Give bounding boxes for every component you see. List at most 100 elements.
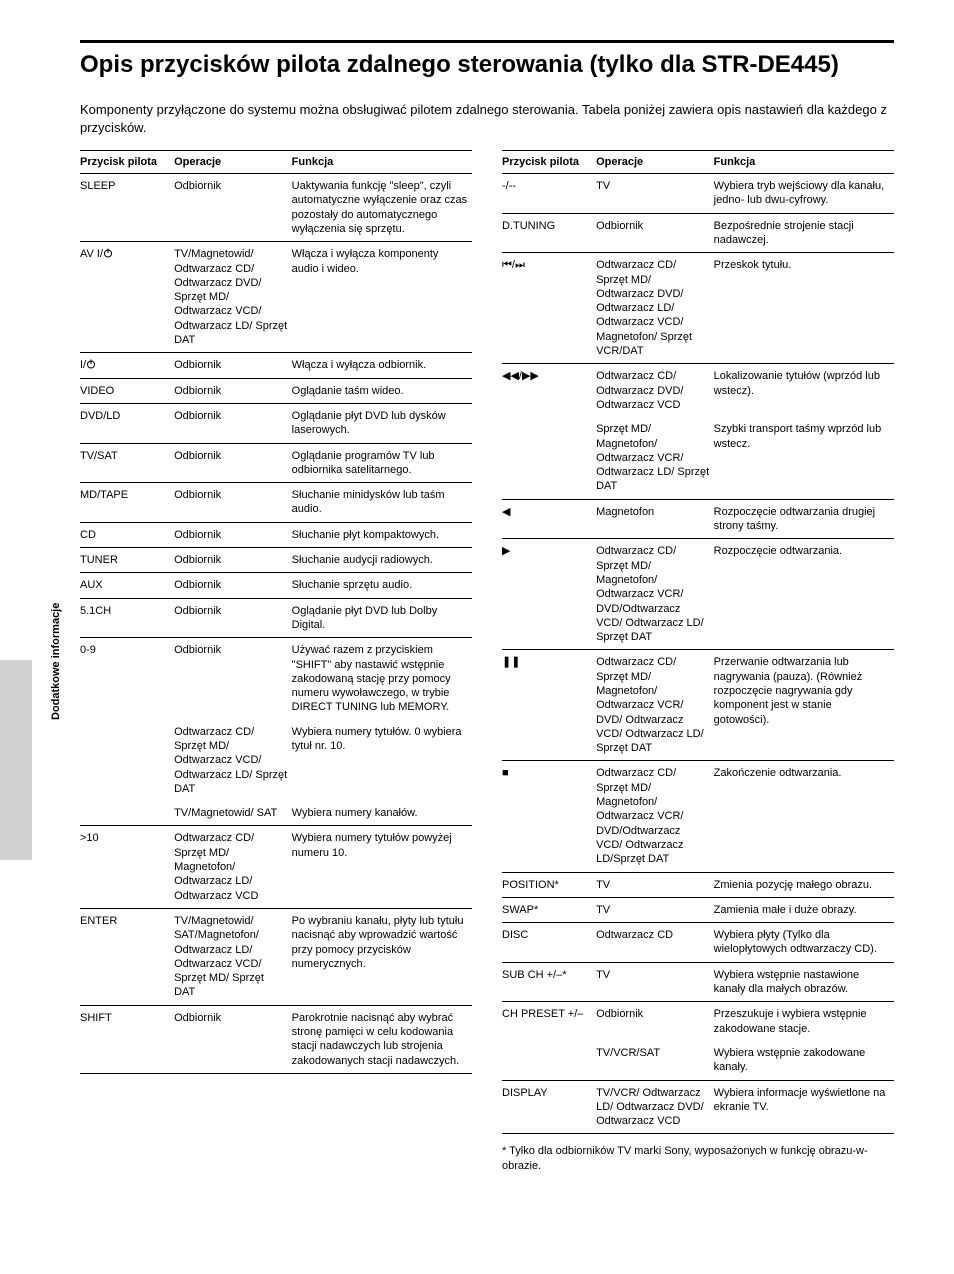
cell-operations: Odtwarzacz CD/ Sprzęt MD/ Odtwarzacz VCD… <box>174 720 292 801</box>
cell-function: Oglądanie płyt DVD lub Dolby Digital. <box>292 598 472 638</box>
left-table: Przycisk pilota Operacje Funkcja SLEEPOd… <box>80 150 472 1074</box>
header-function: Funkcja <box>714 151 894 174</box>
table-row: SWAP*TVZamienia małe i duże obrazy. <box>502 897 894 922</box>
cell-function: Zakończenie odtwarzania. <box>714 761 894 872</box>
cell-operations: Odbiornik <box>174 443 292 483</box>
page-title: Opis przycisków pilota zdalnego sterowan… <box>80 51 894 79</box>
cell-operations: Odbiornik <box>174 598 292 638</box>
cell-button: -/-- <box>502 174 596 214</box>
cell-operations: TV <box>596 897 714 922</box>
cell-button: ENTER <box>80 908 174 1005</box>
cell-function: Włącza i wyłącza komponenty audio i wide… <box>292 242 472 353</box>
cell-function: Wybiera informacje wyświetlone na ekrani… <box>714 1080 894 1134</box>
right-table: Przycisk pilota Operacje Funkcja -/--TVW… <box>502 150 894 1134</box>
cell-function: Przerwanie odtwarzania lub nagrywania (p… <box>714 650 894 761</box>
cell-function: Wybiera numery tytułów. 0 wybiera tytuł … <box>292 720 472 801</box>
cell-button: 0-9 <box>80 638 174 720</box>
cell-operations: Sprzęt MD/ Magnetofon/ Odtwarzacz VCR/ O… <box>596 417 714 499</box>
table-row: SUB CH +/–*TVWybiera wstępnie nastawione… <box>502 962 894 1002</box>
table-row: DISCOdtwarzacz CDWybiera płyty (Tylko dl… <box>502 923 894 963</box>
cell-function: Wybiera numery kanałów. <box>292 801 472 826</box>
cell-function: Parokrotnie nacisnąć aby wybrać stronę p… <box>292 1005 472 1073</box>
cell-button: D.TUNING <box>502 213 596 253</box>
cell-operations: Odbiornik <box>174 483 292 523</box>
cell-operations: Odbiornik <box>174 548 292 573</box>
cell-function: Zamienia małe i duże obrazy. <box>714 897 894 922</box>
cell-function: Uaktywania funkcję "sleep", czyli automa… <box>292 174 472 242</box>
side-label: Dodatkowe informacje <box>50 603 62 720</box>
cell-button: TV/SAT <box>80 443 174 483</box>
table-row: >10Odtwarzacz CD/ Sprzęt MD/ Magnetofon/… <box>80 826 472 908</box>
cell-button: CD <box>80 522 174 547</box>
cell-button <box>502 1041 596 1080</box>
cell-operations: Odbiornik <box>174 638 292 720</box>
cell-operations: Odtwarzacz CD <box>596 923 714 963</box>
cell-button: SUB CH +/–* <box>502 962 596 1002</box>
cell-operations: TV <box>596 962 714 1002</box>
cell-button: DVD/LD <box>80 403 174 443</box>
cell-button: VIDEO <box>80 378 174 403</box>
cell-function: Wybiera numery tytułów powyżej numeru 10… <box>292 826 472 908</box>
table-row: TV/VCR/SATWybiera wstępnie zakodowane ka… <box>502 1041 894 1080</box>
table-row: SHIFTOdbiornikParokrotnie nacisnąć aby w… <box>80 1005 472 1073</box>
cell-button: TUNER <box>80 548 174 573</box>
cell-button: 5.1CH <box>80 598 174 638</box>
cell-operations: Odbiornik <box>174 353 292 378</box>
cell-operations: TV/Magnetowid/ Odtwarzacz CD/ Odtwarzacz… <box>174 242 292 353</box>
cell-operations: Odbiornik <box>174 573 292 598</box>
header-button: Przycisk pilota <box>502 151 596 174</box>
cell-operations: Odtwarzacz CD/ Sprzęt MD/ Odtwarzacz DVD… <box>596 253 714 364</box>
table-row: D.TUNINGOdbiornikBezpośrednie strojenie … <box>502 213 894 253</box>
cell-function: Wybiera wstępnie zakodowane kanały. <box>714 1041 894 1080</box>
cell-button: SWAP* <box>502 897 596 922</box>
table-row: Sprzęt MD/ Magnetofon/ Odtwarzacz VCR/ O… <box>502 417 894 499</box>
table-row: ◀MagnetofonRozpoczęcie odtwarzania drugi… <box>502 499 894 539</box>
cell-button: ▶ <box>502 539 596 650</box>
table-row: AV I/TV/Magnetowid/ Odtwarzacz CD/ Odtwa… <box>80 242 472 353</box>
cell-function: Bezpośrednie strojenie stacji nadawczej. <box>714 213 894 253</box>
cell-button: AV I/ <box>80 242 174 353</box>
cell-operations: Magnetofon <box>596 499 714 539</box>
cell-button <box>502 417 596 499</box>
columns-wrapper: Przycisk pilota Operacje Funkcja SLEEPOd… <box>80 150 894 1173</box>
table-row: VIDEOOdbiornikOglądanie taśm wideo. <box>80 378 472 403</box>
cell-operations: TV/Magnetowid/ SAT/Magnetofon/ Odtwarzac… <box>174 908 292 1005</box>
table-row: 0-9OdbiornikUżywać razem z przyciskiem "… <box>80 638 472 720</box>
cell-function: Przeskok tytułu. <box>714 253 894 364</box>
cell-operations: Odtwarzacz CD/ Sprzęt MD/ Magnetofon/ Od… <box>596 650 714 761</box>
header-button: Przycisk pilota <box>80 151 174 174</box>
cell-function: Słuchanie płyt kompaktowych. <box>292 522 472 547</box>
cell-operations: Odtwarzacz CD/ Odtwarzacz DVD/ Odtwarzac… <box>596 364 714 417</box>
cell-function: Rozpoczęcie odtwarzania drugiej strony t… <box>714 499 894 539</box>
cell-function: Wybiera wstępnie nastawione kanały dla m… <box>714 962 894 1002</box>
cell-function: Słuchanie minidysków lub taśm audio. <box>292 483 472 523</box>
table-row: ◀◀/▶▶Odtwarzacz CD/ Odtwarzacz DVD/ Odtw… <box>502 364 894 417</box>
side-tab <box>0 660 32 860</box>
cell-function: Szybki transport taśmy wprzód lub wstecz… <box>714 417 894 499</box>
document-page: Dodatkowe informacje Opis przycisków pil… <box>0 0 954 1213</box>
cell-function: Lokalizowanie tytułów (wprzód lub wstecz… <box>714 364 894 417</box>
table-row: SLEEPOdbiornikUaktywania funkcję "sleep"… <box>80 174 472 242</box>
cell-button: CH PRESET +/– <box>502 1002 596 1041</box>
cell-button: ❚❚ <box>502 650 596 761</box>
table-row: -/--TVWybiera tryb wejściowy dla kanału,… <box>502 174 894 214</box>
cell-button: ◀◀/▶▶ <box>502 364 596 417</box>
cell-button: ◀ <box>502 499 596 539</box>
cell-function: Wybiera płyty (Tylko dla wielopłytowych … <box>714 923 894 963</box>
cell-button <box>80 801 174 826</box>
table-row: CH PRESET +/–OdbiornikPrzeszukuje i wybi… <box>502 1002 894 1041</box>
left-column: Przycisk pilota Operacje Funkcja SLEEPOd… <box>80 150 472 1173</box>
cell-button: DISPLAY <box>502 1080 596 1134</box>
table-row: CDOdbiornikSłuchanie płyt kompaktowych. <box>80 522 472 547</box>
cell-operations: Odbiornik <box>174 378 292 403</box>
header-function: Funkcja <box>292 151 472 174</box>
cell-button: DISC <box>502 923 596 963</box>
table-row: I/OdbiornikWłącza i wyłącza odbiornik. <box>80 353 472 378</box>
table-row: 5.1CHOdbiornikOglądanie płyt DVD lub Dol… <box>80 598 472 638</box>
cell-function: Po wybraniu kanału, płyty lub tytułu nac… <box>292 908 472 1005</box>
cell-operations: Odtwarzacz CD/ Sprzęt MD/ Magnetofon/ Od… <box>596 761 714 872</box>
cell-function: Zmienia pozycję małego obrazu. <box>714 872 894 897</box>
table-row: DVD/LDOdbiornikOglądanie płyt DVD lub dy… <box>80 403 472 443</box>
cell-function: Oglądanie płyt DVD lub dysków laserowych… <box>292 403 472 443</box>
cell-operations: TV <box>596 872 714 897</box>
